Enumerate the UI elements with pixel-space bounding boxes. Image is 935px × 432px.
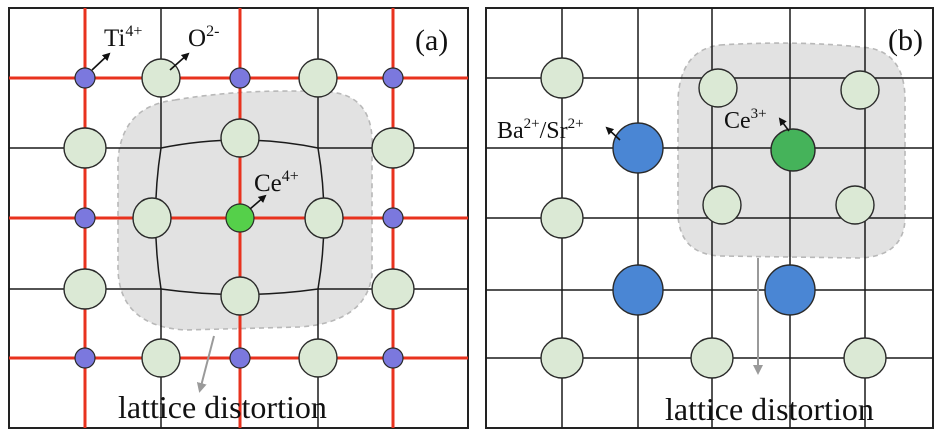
titanium-ion — [382, 207, 404, 229]
panel-a-titanium-ions — [74, 67, 404, 369]
oxygen-ion — [835, 185, 875, 225]
ti-label: Ti4+ — [104, 23, 142, 52]
panel-a-distortion-label: lattice distortion — [118, 389, 327, 425]
ce-3plus-label: Ce3+ — [724, 106, 767, 134]
oxygen-ion — [540, 197, 584, 239]
oxygen-ion — [698, 68, 738, 108]
oxygen-ion — [63, 127, 107, 169]
oxygen-ion — [304, 197, 344, 239]
basr-ion — [612, 122, 664, 174]
basr-pointer-arrow — [605, 126, 621, 141]
titanium-ion — [382, 67, 404, 89]
oxygen-ion — [132, 197, 172, 239]
panel-a: Ti4+ O2- Ce4+ (a) lattice distortion — [8, 7, 469, 429]
titanium-ion — [229, 347, 251, 369]
titanium-ion — [382, 347, 404, 369]
oxygen-ion — [540, 337, 584, 379]
titanium-ion — [229, 67, 251, 89]
oxygen-ion — [702, 185, 742, 225]
oxygen-ion — [371, 127, 415, 169]
oxygen-ion — [141, 338, 181, 378]
titanium-ion — [74, 67, 96, 89]
titanium-ion — [74, 207, 96, 229]
cerium-3plus-ion — [770, 128, 816, 172]
oxygen-ion — [540, 57, 584, 99]
basr-ion — [764, 264, 816, 316]
oxygen-ion — [141, 58, 181, 98]
ce-4plus-label: Ce4+ — [254, 168, 299, 197]
oxygen-ion — [298, 338, 338, 378]
oxygen-ion — [220, 118, 260, 158]
panel-b-oxygen-ions — [540, 57, 887, 379]
basr-label: Ba2+/Sr2+ — [497, 116, 584, 144]
oxygen-ion — [371, 268, 415, 310]
panel-b-basr-ions — [612, 122, 816, 316]
ti-pointer-arrow — [91, 52, 111, 71]
basr-ion — [612, 264, 664, 316]
oxygen-ion — [220, 276, 260, 316]
panel-b-distortion-label: lattice distortion — [665, 391, 874, 427]
ce3-pointer-arrow — [778, 117, 790, 132]
panel-b-label: (b) — [888, 24, 923, 57]
panel-a-distortion-arrow — [196, 335, 215, 393]
oxygen-ion — [63, 268, 107, 310]
panel-b: Ba2+/Sr2+ Ce3+ (b) lattice distortion — [485, 7, 934, 429]
o-pointer-arrow — [169, 52, 190, 71]
o-label: O2- — [188, 23, 219, 52]
ce-pointer-arrow — [249, 194, 267, 210]
titanium-ion — [74, 347, 96, 369]
panel-a-oxygen-ions — [63, 58, 415, 378]
panel-a-label: (a) — [415, 24, 448, 57]
oxygen-ion — [298, 58, 338, 98]
oxygen-ion — [690, 337, 734, 379]
oxygen-ion — [840, 70, 880, 110]
cerium-4plus-ion — [225, 203, 255, 233]
oxygen-ion — [843, 337, 887, 379]
